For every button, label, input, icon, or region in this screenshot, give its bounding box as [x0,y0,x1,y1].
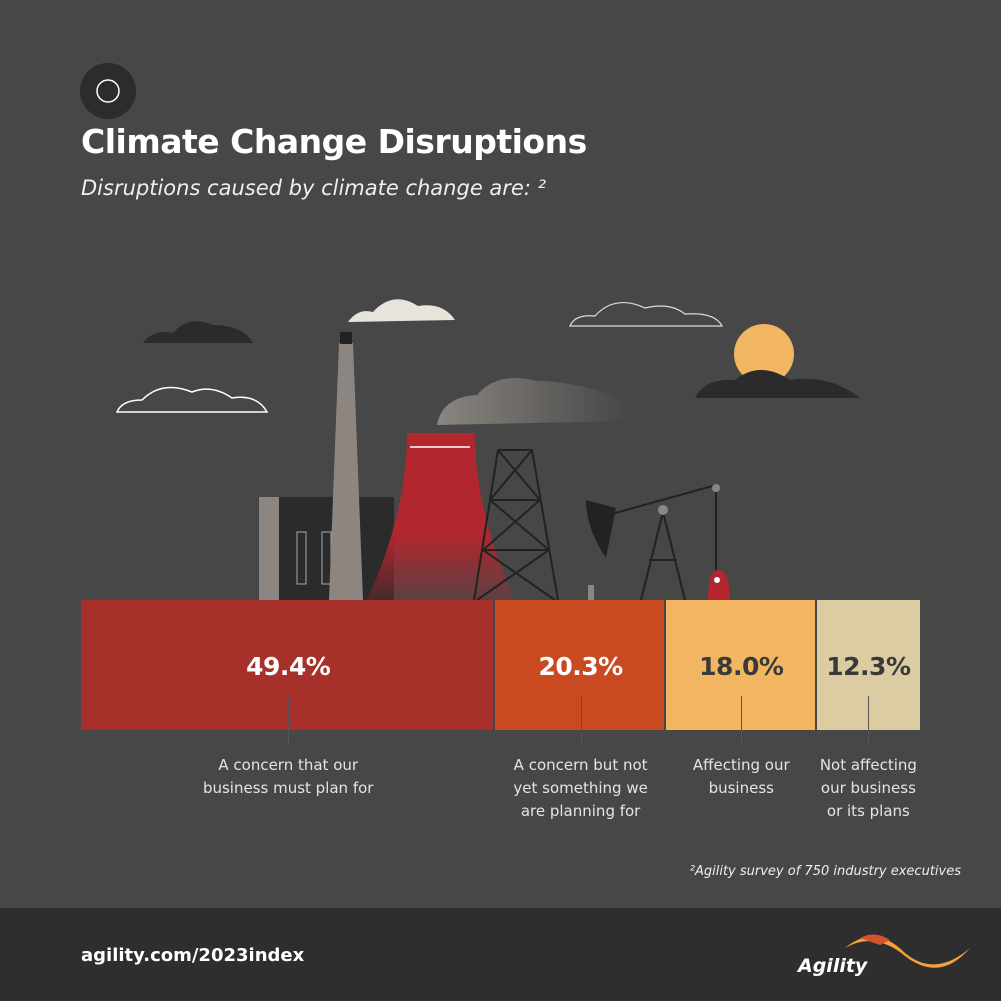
bar-segment [81,600,494,730]
connector-line [741,696,743,746]
title: Climate Change Disruptions [81,122,587,161]
category-label: A concern but not yet something we are p… [513,756,648,820]
category-label: Affecting our business [692,756,790,797]
data-label: 12.3% [826,652,911,681]
brand-logo[interactable]: Agility [798,955,868,977]
bar-segment [665,600,815,730]
footnote: ²Agility survey of 750 industry executiv… [689,864,961,879]
connector-line [868,696,870,746]
data-label: 20.3% [538,652,623,681]
data-label: 18.0% [699,652,784,681]
footer-url[interactable]: agility.com/2023index [81,945,305,966]
subtitle: Disruptions caused by climate change are… [81,176,547,200]
illustration [80,63,860,601]
data-label: 49.4% [246,652,331,681]
connector-line [580,696,582,746]
logo-swoosh [845,934,970,968]
footer [0,908,1001,1001]
category-label: Not affecting our business or its plans [819,756,917,820]
bar-segment [495,600,664,730]
category-label: A concern that our business must plan fo… [202,756,374,797]
connector-line [288,696,290,746]
